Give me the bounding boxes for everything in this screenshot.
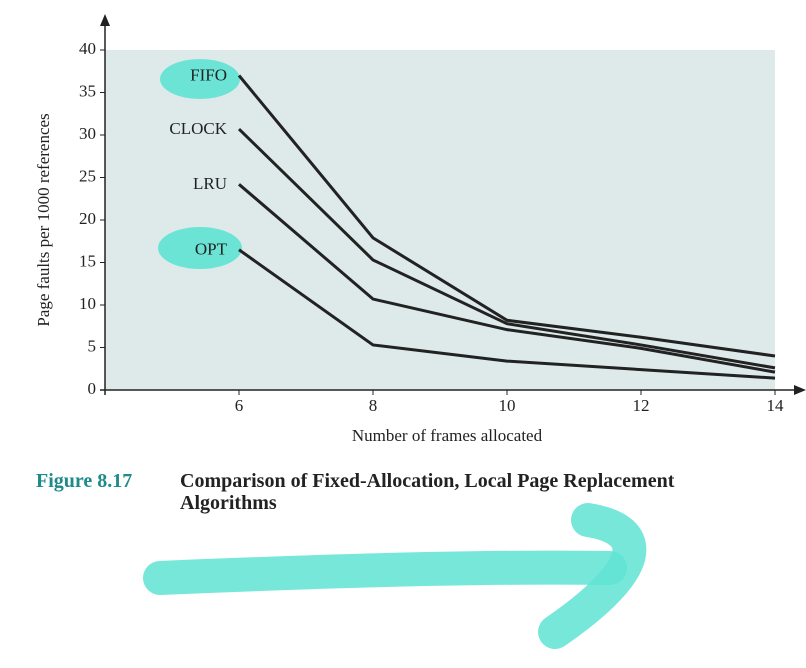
y-tick-label: 5 xyxy=(88,336,97,355)
series-label: FIFO xyxy=(190,65,227,84)
series-label: CLOCK xyxy=(169,119,227,138)
x-axis-label: Number of frames allocated xyxy=(352,426,543,445)
series-line xyxy=(238,183,776,374)
y-tick-label: 20 xyxy=(79,209,96,228)
x-tick-label: 12 xyxy=(633,396,650,415)
y-tick-label: 15 xyxy=(79,251,96,270)
annotation-arrow xyxy=(143,550,627,595)
y-tick-label: 40 xyxy=(79,39,96,58)
series-label: OPT xyxy=(195,240,228,259)
y-axis-label: Page faults per 1000 references xyxy=(34,113,53,326)
x-tick-label: 8 xyxy=(369,396,378,415)
chart-title: Comparison of Fixed-Allocation, Local Pa… xyxy=(180,470,675,514)
x-tick-label: 6 xyxy=(235,396,244,415)
y-tick-label: 10 xyxy=(79,294,96,313)
plot-area xyxy=(105,50,775,390)
highlight xyxy=(160,59,240,99)
y-tick-label: 25 xyxy=(79,166,96,185)
series-line xyxy=(238,248,776,380)
series-line xyxy=(237,74,776,358)
y-axis-arrow xyxy=(100,14,110,26)
x-tick-label: 14 xyxy=(767,396,785,415)
x-axis-arrow xyxy=(794,385,806,395)
highlight xyxy=(158,227,242,269)
y-tick-label: 0 xyxy=(88,379,97,398)
series-line xyxy=(237,127,776,370)
series-label: LRU xyxy=(193,174,227,193)
annotation-arrow xyxy=(538,503,647,649)
y-tick-label: 35 xyxy=(79,81,96,100)
x-tick-label: 10 xyxy=(499,396,516,415)
y-tick-label: 30 xyxy=(79,124,96,143)
figure-label: Figure 8.17 xyxy=(36,470,133,492)
